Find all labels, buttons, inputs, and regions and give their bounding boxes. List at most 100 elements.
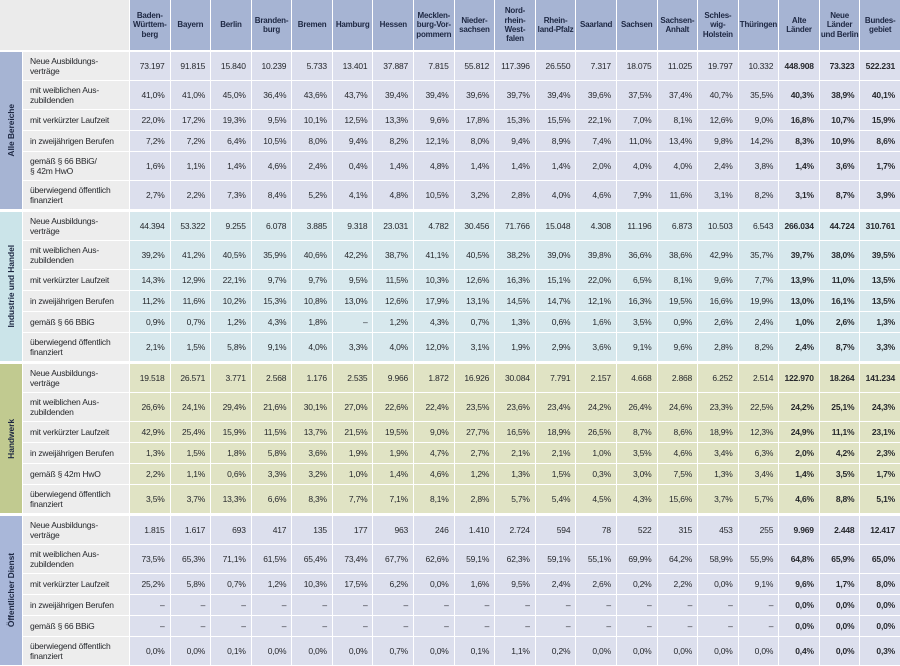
row-label: überwiegend öffentlich finanziert	[23, 181, 129, 209]
value-cell: –	[616, 595, 657, 615]
row-label: in zweijährigen Berufen	[23, 595, 129, 615]
value-cell: 37,4%	[657, 81, 698, 109]
value-cell: 0,2%	[616, 574, 657, 594]
value-cell: 15,3%	[495, 110, 535, 130]
value-cell: 14,2%	[738, 131, 779, 151]
value-cell: –	[698, 616, 738, 636]
value-cell: 2,6%	[819, 312, 860, 332]
value-cell: 7,3%	[211, 181, 251, 209]
value-cell: 4,1%	[332, 181, 373, 209]
value-cell: 8,4%	[251, 181, 292, 209]
value-cell: 1,9%	[373, 443, 414, 463]
table-section: Handwerk Neue Ausbildungs- verträge 19.518…	[0, 364, 900, 513]
value-cell: 0,1%	[454, 637, 495, 665]
value-cell: 40,6%	[292, 241, 332, 269]
value-cell: 4,7%	[414, 443, 454, 463]
value-cell: 11,2%	[130, 291, 170, 311]
value-cell: 9,0%	[738, 110, 779, 130]
value-cell: 10,8%	[292, 291, 332, 311]
value-cell: 6,2%	[373, 574, 414, 594]
value-cell: 0,0%	[698, 637, 738, 665]
section-label: Handwerk	[0, 364, 22, 513]
value-cell: 12,5%	[332, 110, 373, 130]
value-cell: –	[616, 616, 657, 636]
value-cell: 2.157	[576, 364, 616, 392]
value-cell: 15,9%	[860, 110, 900, 130]
value-cell: 12,9%	[170, 270, 211, 290]
value-cell: 0,9%	[657, 312, 698, 332]
value-cell: 23,6%	[495, 393, 535, 421]
value-cell: 45,0%	[211, 81, 251, 109]
value-cell: 14,7%	[535, 291, 576, 311]
value-cell: 4,3%	[251, 312, 292, 332]
value-cell: 1,2%	[373, 312, 414, 332]
value-cell: 22,6%	[373, 393, 414, 421]
value-cell: 40,3%	[779, 81, 819, 109]
value-cell: 17,8%	[454, 110, 495, 130]
value-cell: 2,6%	[576, 574, 616, 594]
value-cell: 8,8%	[819, 485, 860, 513]
value-cell: 1,4%	[373, 464, 414, 484]
value-cell: 522	[616, 516, 657, 544]
value-cell: 5,1%	[860, 485, 900, 513]
value-cell: 16,3%	[495, 270, 535, 290]
value-cell: 15.840	[211, 52, 251, 80]
value-cell: 3,4%	[738, 464, 779, 484]
value-cell: 21,5%	[332, 422, 373, 442]
value-cell: –	[373, 616, 414, 636]
value-cell: 2,8%	[698, 333, 738, 361]
value-cell: 3,5%	[616, 312, 657, 332]
value-cell: 16.926	[454, 364, 495, 392]
value-cell: 1,9%	[495, 333, 535, 361]
section-label: Alle Bereiche	[0, 52, 22, 209]
value-cell: 10,3%	[292, 574, 332, 594]
value-cell: –	[373, 595, 414, 615]
value-cell: 1,4%	[211, 152, 251, 180]
value-cell: 4.782	[414, 212, 454, 240]
value-cell: 30,1%	[292, 393, 332, 421]
value-cell: 38,7%	[373, 241, 414, 269]
value-cell: 4,8%	[373, 181, 414, 209]
value-cell: 12,1%	[414, 131, 454, 151]
value-cell: 5,8%	[170, 574, 211, 594]
value-cell: 1,4%	[454, 152, 495, 180]
value-cell: 44.394	[130, 212, 170, 240]
value-cell: 0,7%	[170, 312, 211, 332]
value-cell: 5,7%	[738, 485, 779, 513]
value-cell: 3,2%	[292, 464, 332, 484]
value-cell: 9,1%	[251, 333, 292, 361]
value-cell: 4,6%	[576, 181, 616, 209]
table-section: Industrie und Handel Neue Ausbildungs- ve…	[0, 212, 900, 361]
value-cell: 16,3%	[616, 291, 657, 311]
value-cell: 4,5%	[576, 485, 616, 513]
value-cell: 91.815	[170, 52, 211, 80]
value-cell: 2.568	[251, 364, 292, 392]
value-cell: 39,7%	[495, 81, 535, 109]
value-cell: 141.234	[860, 364, 900, 392]
value-cell: 13,7%	[292, 422, 332, 442]
value-cell: 35,5%	[738, 81, 779, 109]
value-cell: 67,7%	[373, 545, 414, 573]
value-cell: 3,7%	[170, 485, 211, 513]
value-cell: –	[576, 616, 616, 636]
header-row: Baden- Württem- berg Bayern Berlin Branden-…	[0, 0, 900, 50]
value-cell: 6,4%	[211, 131, 251, 151]
value-cell: 1,6%	[454, 574, 495, 594]
value-cell: 417	[251, 516, 292, 544]
value-cell: 29,4%	[211, 393, 251, 421]
value-cell: 37.887	[373, 52, 414, 80]
row-label: gemäß § 66 BBiG	[23, 312, 129, 332]
value-cell: 24,2%	[576, 393, 616, 421]
row-label: in zweijährigen Berufen	[23, 131, 129, 151]
value-cell: 10,9%	[819, 131, 860, 151]
value-cell: 10,7%	[819, 110, 860, 130]
value-cell: –	[130, 595, 170, 615]
value-cell: 4,0%	[292, 333, 332, 361]
value-cell: 4,6%	[414, 464, 454, 484]
value-cell: 0,0%	[860, 616, 900, 636]
value-cell: 1,1%	[170, 152, 211, 180]
value-cell: 1,2%	[211, 312, 251, 332]
value-cell: 3,5%	[819, 464, 860, 484]
value-cell: 3,5%	[130, 485, 170, 513]
value-cell: 12,3%	[738, 422, 779, 442]
